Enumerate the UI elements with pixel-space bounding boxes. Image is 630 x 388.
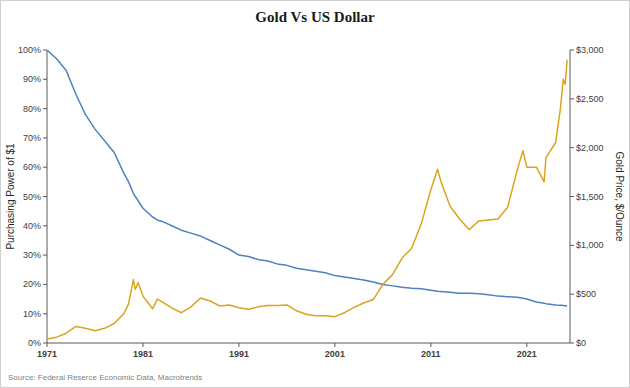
y-tick-label: 100%	[18, 45, 41, 55]
y2-tick-label: $0	[576, 338, 586, 348]
y-tick	[43, 108, 47, 109]
y-tick-label: 10%	[23, 309, 41, 319]
x-tick-label: 1981	[133, 349, 153, 359]
y2-tick-label: $1,500	[576, 192, 604, 202]
x-tick-label: 2021	[517, 349, 537, 359]
x-tick	[47, 343, 48, 347]
y-tick-label: 40%	[23, 221, 41, 231]
y2-tick	[570, 245, 574, 246]
x-tick-label: 1991	[229, 349, 249, 359]
x-tick	[142, 343, 143, 347]
y-tick	[43, 343, 47, 344]
y-tick	[43, 167, 47, 168]
y2-tick	[570, 50, 574, 51]
y2-tick	[570, 294, 574, 295]
y2-tick	[570, 196, 574, 197]
y-tick-label: 80%	[23, 104, 41, 114]
x-axis-line	[47, 343, 570, 344]
y2-tick-label: $3,000	[576, 45, 604, 55]
y2-tick-label: $2,500	[576, 94, 604, 104]
series-line	[47, 60, 567, 339]
y-tick	[43, 196, 47, 197]
y-tick	[43, 255, 47, 256]
y-tick	[43, 79, 47, 80]
x-tick-label: 2011	[421, 349, 441, 359]
y-tick	[43, 313, 47, 314]
y-tick-label: 60%	[23, 162, 41, 172]
series-line	[47, 50, 567, 306]
y-tick-label: 30%	[23, 250, 41, 260]
x-tick-label: 2001	[325, 349, 345, 359]
title: Gold Vs US Dollar	[255, 9, 375, 25]
y-tick	[43, 137, 47, 138]
y-axis-label: Purchasing Power of $1	[5, 143, 16, 250]
chart: Gold Vs US Dollar 0% 10% 20% 30% 40% 50% 60% 70%…	[0, 0, 630, 388]
y2-tick	[570, 98, 574, 99]
y2-tick-label: $2,000	[576, 143, 604, 153]
y-tick	[43, 50, 47, 51]
background	[1, 1, 630, 388]
x-tick	[526, 343, 527, 347]
y-tick-label: 50%	[23, 192, 41, 202]
y-tick	[43, 284, 47, 285]
y-tick	[43, 225, 47, 226]
y2-tick	[570, 147, 574, 148]
x-tick	[238, 343, 239, 347]
x-tick-label: 1971	[37, 349, 57, 359]
y2-axis-label: Gold Price, $/Ounce	[614, 151, 625, 241]
y-tick-label: 0%	[28, 338, 41, 348]
y2-tick-label: $500	[576, 289, 596, 299]
source-note: Source: Federal Reserce Economic Data, M…	[8, 373, 202, 382]
y-tick-label: 20%	[23, 279, 41, 289]
y2-tick	[570, 343, 574, 344]
y-tick-label: 70%	[23, 133, 41, 143]
x-tick	[334, 343, 335, 347]
plot-area	[47, 50, 567, 339]
x-tick	[430, 343, 431, 347]
y-tick-label: 90%	[23, 74, 41, 84]
chart-container: Gold Vs US Dollar 0% 10% 20% 30% 40% 50% 60% 70%…	[0, 0, 630, 388]
y2-tick-label: $1,000	[576, 240, 604, 250]
